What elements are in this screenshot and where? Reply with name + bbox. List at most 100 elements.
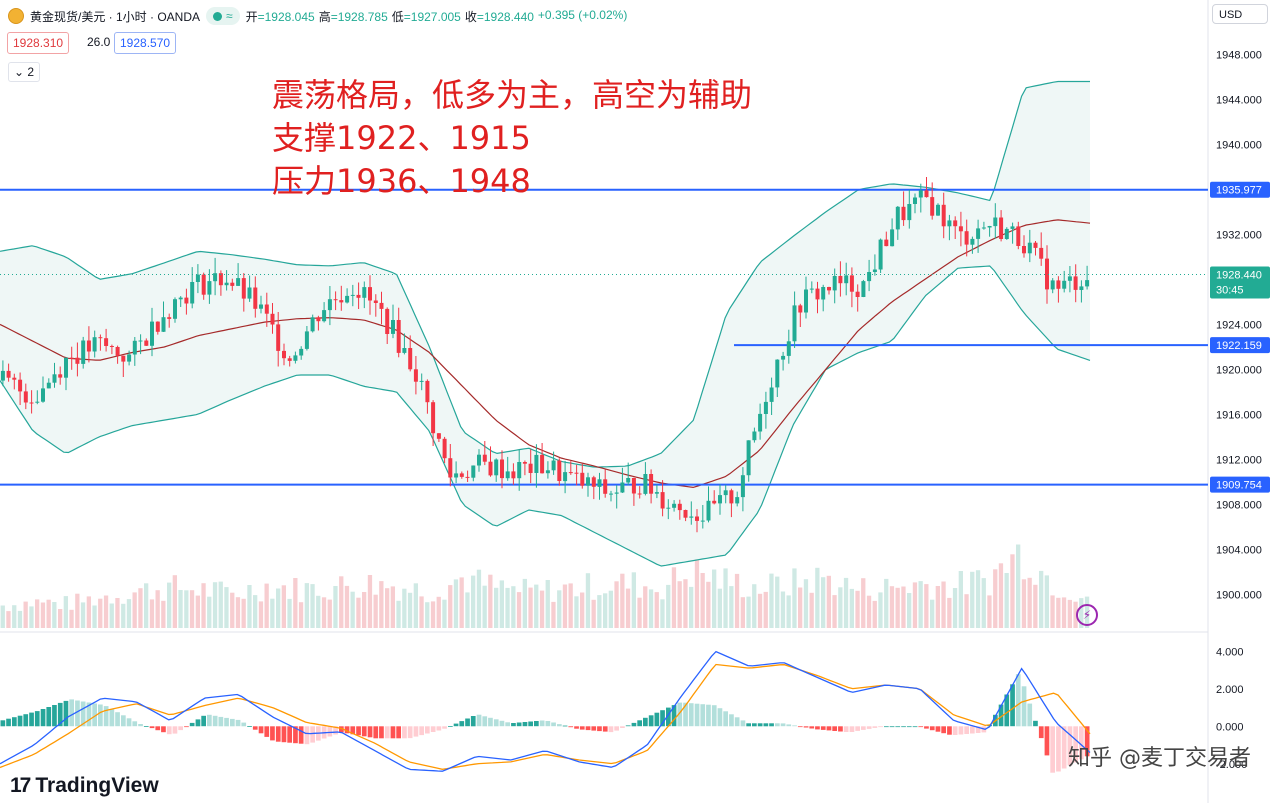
candle-body — [190, 282, 195, 304]
volume-bar — [545, 580, 550, 628]
macd-histogram-bar — [1038, 726, 1044, 739]
candle-body — [878, 239, 883, 270]
macd-histogram-bar — [924, 726, 929, 729]
macd-histogram-bar — [453, 723, 459, 727]
candle-body — [454, 473, 459, 478]
candle-body — [6, 370, 11, 378]
volume-bar — [356, 597, 361, 628]
volume-bar — [471, 575, 476, 628]
candle-body — [104, 338, 109, 346]
candle-body — [1039, 247, 1044, 259]
market-status-pill[interactable]: ≈ — [206, 7, 240, 25]
macd-histogram-bar — [711, 705, 717, 727]
low-label: 低 — [391, 9, 404, 24]
candle-body — [695, 516, 699, 521]
candle-body — [1073, 276, 1078, 290]
candle-body — [643, 474, 648, 494]
volume-bar — [723, 568, 728, 628]
volume-bar — [58, 609, 63, 628]
candle-body — [75, 357, 80, 364]
ask-price-button[interactable]: 1928.570 — [114, 32, 177, 54]
macd-histogram-bar — [511, 723, 516, 727]
volume-bar — [597, 595, 602, 628]
candle-body — [167, 317, 172, 319]
volume-bar — [23, 601, 28, 628]
volume-bar — [207, 596, 212, 628]
macd-histogram-bar — [637, 720, 642, 727]
symbol-title[interactable]: 黄金现货/美元 · 1小时 · OANDA — [30, 9, 201, 24]
macd-histogram-bar — [310, 726, 315, 743]
price-tick-label: 1944.000 — [1216, 94, 1262, 106]
candle-body — [901, 206, 906, 221]
candle-body — [735, 497, 740, 504]
volume-bar — [75, 593, 80, 628]
volume-bar — [975, 570, 981, 628]
macd-histogram-bar — [57, 702, 63, 727]
volume-bar — [189, 590, 195, 628]
tradingview-logo[interactable]: 17 TradingView — [10, 774, 159, 798]
volume-bar — [522, 578, 527, 628]
volume-bar — [253, 595, 258, 628]
candle-body — [683, 510, 688, 518]
candle-body — [941, 204, 946, 227]
volume-bar — [780, 591, 786, 628]
open-label: 开 — [245, 9, 258, 24]
candle-body — [987, 226, 992, 228]
volume-bar — [964, 594, 969, 628]
volume-bar — [172, 575, 177, 628]
candle-body — [121, 355, 126, 362]
volume-bar — [935, 586, 940, 628]
volume-bar — [224, 587, 229, 628]
macd-histogram-bar — [396, 726, 401, 739]
tv-logo-mark: 17 — [10, 774, 31, 797]
indicators-toggle-button[interactable]: ⌄ 2 — [8, 62, 41, 82]
bollinger-fill — [0, 81, 1090, 566]
macd-histogram-bar — [425, 726, 430, 734]
macd-histogram-bar — [792, 725, 797, 727]
bid-price-button[interactable]: 1928.310 — [7, 32, 70, 54]
volume-bar — [1004, 573, 1009, 628]
macd-histogram-bar — [287, 726, 292, 743]
volume-bar — [947, 597, 952, 628]
macd-histogram-bar — [843, 726, 849, 732]
candle-body — [362, 287, 367, 298]
bollinger-lower-line — [0, 265, 1091, 567]
macd-histogram-bar — [493, 719, 499, 727]
candle-body — [333, 299, 338, 301]
macd-histogram-bar — [384, 726, 390, 739]
volume-bar — [1016, 544, 1021, 628]
volume-bar — [591, 599, 596, 628]
macd-histogram-bar — [809, 726, 815, 729]
candle-body — [970, 238, 975, 245]
volume-bar — [184, 590, 189, 628]
volume-bar — [757, 593, 763, 628]
macd-histogram-bar — [700, 704, 706, 727]
volume-bar — [603, 593, 608, 628]
candle-body — [35, 401, 40, 403]
macd-histogram-bar — [224, 717, 229, 727]
volume-bar — [86, 596, 91, 628]
macd-histogram-bar — [402, 726, 407, 739]
macd-histogram-bar — [12, 717, 17, 727]
macd-histogram-bar — [752, 723, 757, 727]
candle-body — [247, 287, 252, 299]
candle-body — [287, 358, 292, 361]
volume-bar — [1033, 584, 1038, 628]
lightning-icon[interactable]: ⚡ — [1076, 604, 1098, 626]
volume-bar — [666, 584, 671, 628]
volume-bar — [958, 571, 963, 628]
candle-body — [958, 226, 963, 232]
candle-body — [1062, 280, 1067, 289]
candle-body — [666, 507, 671, 509]
macd-histogram-bar — [103, 706, 109, 727]
macd-histogram-bar — [1015, 674, 1021, 727]
volume-bar — [35, 599, 40, 628]
volume-bar — [803, 579, 809, 628]
volume-bar — [889, 586, 895, 628]
macd-histogram-bar — [293, 726, 298, 744]
currency-select[interactable]: USD — [1212, 4, 1268, 24]
countdown-label: 30:45 — [1216, 284, 1244, 296]
macd-tick-label: -2.000 — [1216, 759, 1247, 771]
volume-bar — [516, 592, 522, 628]
